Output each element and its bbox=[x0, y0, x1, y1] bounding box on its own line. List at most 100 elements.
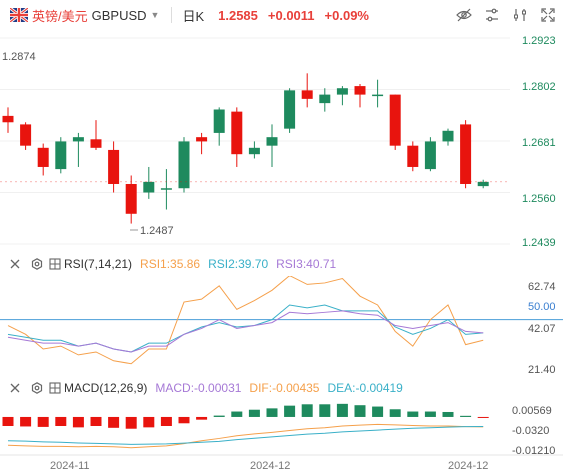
rsi-pane[interactable]: 62.74 50.00 42.07 21.40 bbox=[0, 276, 563, 376]
candle-body bbox=[143, 181, 155, 193]
rsi-header: RSI(7,14,21) RSI1:35.86 RSI2:39.70 RSI3:… bbox=[0, 256, 336, 272]
macd-pane[interactable]: 0.00569 -0.0320 -0.01210 bbox=[0, 398, 563, 454]
rsi-axis-label: 21.40 bbox=[528, 364, 556, 376]
rsi3-line bbox=[7, 310, 484, 353]
candle-body bbox=[20, 124, 32, 146]
high-marker-label: 1.2874 bbox=[2, 51, 36, 63]
candle-body bbox=[55, 141, 67, 170]
candle-body bbox=[389, 94, 401, 146]
eye-off-icon[interactable] bbox=[455, 6, 473, 24]
candle-body bbox=[196, 137, 208, 142]
macd-bar bbox=[143, 416, 155, 428]
macd-bar bbox=[2, 416, 14, 426]
macd-bar bbox=[160, 416, 172, 426]
uk-flag-icon bbox=[10, 8, 28, 22]
candle-body bbox=[284, 90, 296, 129]
candle-body bbox=[90, 139, 102, 148]
indicator-menu-icon[interactable] bbox=[48, 381, 62, 395]
macd-name: MACD(12,26,9) bbox=[64, 381, 148, 395]
macd-bar bbox=[319, 404, 331, 417]
candle-body bbox=[72, 137, 84, 142]
macd-bar bbox=[460, 415, 472, 417]
rsi1-value: RSI1:35.86 bbox=[140, 257, 201, 271]
candle-body bbox=[319, 94, 331, 104]
macd-value: MACD:-0.00031 bbox=[155, 381, 242, 395]
macd-bar bbox=[108, 416, 120, 428]
candle-body bbox=[424, 141, 436, 170]
price-axis-label: 1.2802 bbox=[522, 81, 556, 93]
time-axis-label: 2024-12 bbox=[448, 460, 488, 472]
macd-bar bbox=[372, 406, 384, 417]
macd-bar bbox=[424, 411, 436, 417]
candle-body bbox=[108, 149, 120, 184]
macd-bar bbox=[266, 408, 278, 417]
macd-bar bbox=[477, 416, 489, 418]
price-axis: 1.2923 1.2802 1.2681 1.2560 1.2439 bbox=[522, 35, 556, 249]
price-change: +0.0011 bbox=[267, 7, 315, 23]
macd-bar bbox=[178, 416, 190, 424]
macd-bar bbox=[442, 411, 454, 417]
candle-body bbox=[301, 90, 313, 99]
candle-body bbox=[477, 181, 489, 187]
candle-body bbox=[178, 141, 190, 189]
rsi-lines bbox=[7, 276, 484, 365]
macd-bar bbox=[125, 416, 137, 429]
chart-toolbar: 英镑/美元 GBPUSD ▼ 日K 1.2585 +0.0011 +0.09% bbox=[0, 0, 563, 30]
candle-body bbox=[231, 111, 243, 155]
dea-line bbox=[7, 425, 484, 445]
price-axis-label: 1.2923 bbox=[522, 35, 556, 47]
rsi3-value: RSI3:40.71 bbox=[276, 257, 337, 271]
macd-bar bbox=[336, 403, 348, 417]
symbol-code[interactable]: GBPUSD bbox=[91, 7, 147, 23]
candle-body bbox=[336, 88, 348, 95]
candle-body bbox=[160, 188, 172, 190]
macd-bar bbox=[354, 405, 366, 417]
price-grid bbox=[0, 37, 510, 245]
macd-axis-label: -0.01210 bbox=[512, 445, 555, 454]
close-icon[interactable] bbox=[8, 257, 22, 271]
settings-gear-icon[interactable] bbox=[30, 257, 44, 271]
candle-body bbox=[372, 94, 384, 97]
macd-bar bbox=[37, 416, 49, 427]
toolbar-actions bbox=[455, 6, 557, 24]
macd-bar bbox=[20, 416, 32, 427]
fullscreen-icon[interactable] bbox=[539, 6, 557, 24]
price-pane[interactable]: 1.2923 1.2802 1.2681 1.2560 1.2439 1.287… bbox=[0, 30, 563, 252]
macd-bar bbox=[301, 404, 313, 417]
candle-body bbox=[2, 115, 14, 123]
macd-bar bbox=[213, 415, 225, 417]
settings-gear-icon[interactable] bbox=[30, 381, 44, 395]
time-axis-label: 2024-12 bbox=[250, 460, 290, 472]
candle-body bbox=[37, 147, 49, 167]
macd-bar bbox=[231, 411, 243, 417]
macd-bar bbox=[72, 416, 84, 428]
price-axis-label: 1.2681 bbox=[522, 137, 556, 149]
price-axis-label: 1.2560 bbox=[522, 193, 556, 205]
adjust-icon[interactable] bbox=[483, 6, 501, 24]
rsi-name: RSI(7,14,21) bbox=[64, 257, 133, 271]
candle-body bbox=[442, 130, 454, 142]
toolbar-divider bbox=[171, 7, 173, 23]
rsi-axis-label: 62.74 bbox=[528, 281, 556, 293]
price-axis-label: 1.2439 bbox=[522, 237, 556, 249]
symbol-dropdown-icon[interactable]: ▼ bbox=[150, 10, 160, 20]
close-icon[interactable] bbox=[8, 381, 22, 395]
macd-bar bbox=[196, 416, 208, 420]
settings-icon[interactable] bbox=[511, 6, 529, 24]
candle-body bbox=[460, 124, 472, 184]
macd-bar bbox=[55, 416, 67, 426]
rsi1-line bbox=[7, 276, 484, 365]
macd-histogram bbox=[2, 403, 489, 429]
symbol-name[interactable]: 英镑/美元 bbox=[32, 8, 88, 24]
macd-bar bbox=[90, 416, 102, 426]
candle-body bbox=[266, 137, 278, 146]
price-change-percent: +0.09% bbox=[324, 7, 369, 23]
candles bbox=[0, 73, 510, 224]
indicator-menu-icon[interactable] bbox=[48, 257, 62, 271]
macd-header: MACD(12,26,9) MACD:-0.00031 DIF:-0.00435… bbox=[0, 380, 403, 396]
macd-bar bbox=[389, 409, 401, 417]
period-selector[interactable]: 日K bbox=[182, 8, 205, 24]
candle-body bbox=[354, 86, 366, 95]
macd-bar bbox=[407, 411, 419, 417]
